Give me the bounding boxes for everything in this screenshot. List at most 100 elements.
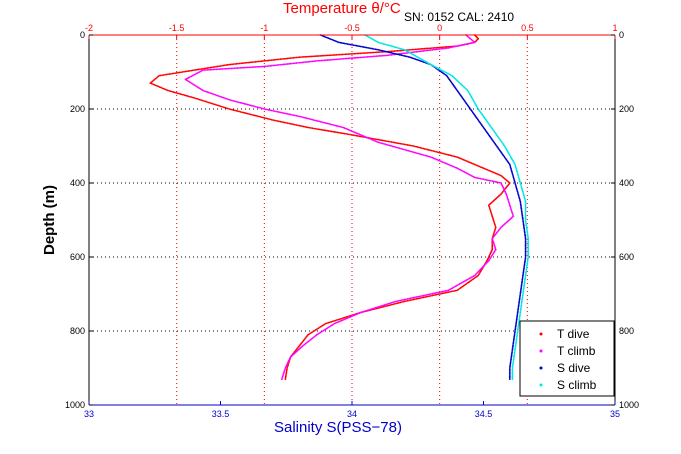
point-t-dive <box>346 53 348 56</box>
point-t-climb <box>245 66 248 69</box>
point-t-dive <box>387 140 390 143</box>
point-t-dive <box>449 154 452 157</box>
point-t-climb <box>457 44 460 47</box>
depth-tick-label-right-1: 200 <box>619 104 634 114</box>
point-t-climb <box>326 122 329 125</box>
point-s-climb <box>523 281 526 284</box>
point-t-climb <box>278 111 280 113</box>
point-t-climb <box>438 48 441 50</box>
point-s-dive <box>522 274 524 277</box>
point-t-dive <box>343 132 346 135</box>
point-t-dive <box>450 154 453 157</box>
point-t-dive <box>235 62 238 65</box>
point-t-climb <box>412 296 415 299</box>
point-t-climb <box>390 145 392 147</box>
point-t-climb <box>486 179 489 182</box>
point-s-dive <box>340 42 343 44</box>
point-t-dive <box>159 74 162 77</box>
point-s-dive <box>516 311 519 314</box>
point-t-dive <box>418 146 420 149</box>
point-t-dive <box>411 298 413 301</box>
point-t-dive <box>311 127 314 130</box>
temperature-tick-label-4: 0 <box>437 23 442 33</box>
point-t-climb <box>345 127 347 130</box>
point-t-dive <box>158 86 161 88</box>
point-s-dive <box>520 283 523 285</box>
point-t-climb <box>495 181 498 183</box>
point-t-dive <box>297 56 299 59</box>
point-t-climb <box>402 148 405 151</box>
salinity-tick-label-1: 33.5 <box>212 409 230 419</box>
point-t-climb <box>316 60 318 62</box>
point-t-climb <box>366 136 369 139</box>
point-t-climb <box>240 66 243 69</box>
point-s-climb <box>443 70 445 73</box>
point-s-climb <box>391 45 394 48</box>
point-s-dive <box>508 374 511 376</box>
point-s-climb <box>524 219 527 221</box>
salinity-tick-label-3: 34.5 <box>475 409 493 419</box>
point-t-climb <box>472 41 475 44</box>
point-t-dive <box>491 215 494 218</box>
point-t-dive <box>173 91 176 94</box>
point-s-climb <box>378 41 381 44</box>
point-t-climb <box>263 65 266 68</box>
point-s-dive <box>522 220 525 223</box>
point-s-dive <box>345 42 348 45</box>
point-s-dive <box>520 210 523 213</box>
point-t-dive <box>182 93 185 96</box>
point-t-climb <box>261 65 264 68</box>
point-s-climb <box>527 240 530 243</box>
point-t-climb <box>485 179 488 181</box>
point-s-climb <box>402 48 405 51</box>
point-t-climb <box>291 62 293 65</box>
point-t-climb <box>428 49 431 52</box>
point-t-climb <box>246 103 249 106</box>
point-t-dive <box>441 292 444 295</box>
point-t-dive <box>276 58 279 61</box>
point-t-dive <box>317 128 320 131</box>
point-s-climb <box>525 268 528 271</box>
point-s-dive <box>359 45 362 48</box>
point-t-dive <box>488 205 491 208</box>
point-t-climb <box>278 64 280 66</box>
point-t-dive <box>321 129 324 131</box>
point-t-climb <box>267 65 270 67</box>
point-s-dive <box>509 359 512 362</box>
point-t-climb <box>383 304 386 306</box>
point-t-climb <box>207 91 210 94</box>
point-t-dive <box>374 138 377 141</box>
point-t-climb <box>242 102 245 105</box>
point-s-climb <box>519 310 522 312</box>
point-t-climb <box>507 200 510 202</box>
point-s-dive <box>404 55 407 58</box>
point-s-dive <box>410 56 413 59</box>
point-t-climb <box>285 63 288 66</box>
point-t-climb <box>424 154 427 157</box>
point-s-dive <box>512 341 515 344</box>
point-t-dive <box>225 64 228 66</box>
point-t-climb <box>465 43 467 46</box>
point-s-dive <box>368 47 371 50</box>
point-t-dive <box>237 62 239 65</box>
point-t-climb <box>333 124 336 127</box>
point-t-dive <box>440 152 443 155</box>
y-axis-title: Depth (m) <box>41 185 58 255</box>
point-t-climb <box>498 181 501 184</box>
point-s-climb <box>516 330 519 332</box>
point-t-dive <box>223 64 226 67</box>
point-s-climb <box>380 42 382 45</box>
point-t-climb <box>454 45 457 48</box>
point-s-dive <box>396 53 398 56</box>
series-t-climb <box>184 34 515 380</box>
point-t-dive <box>245 61 248 64</box>
point-s-climb <box>522 288 525 291</box>
point-t-dive <box>405 143 407 146</box>
point-t-climb <box>489 179 492 182</box>
point-s-climb <box>524 202 527 204</box>
point-t-climb <box>395 146 398 149</box>
point-t-dive <box>175 72 178 74</box>
point-t-dive <box>324 129 327 132</box>
point-t-dive <box>193 97 196 99</box>
point-t-dive <box>345 133 348 135</box>
